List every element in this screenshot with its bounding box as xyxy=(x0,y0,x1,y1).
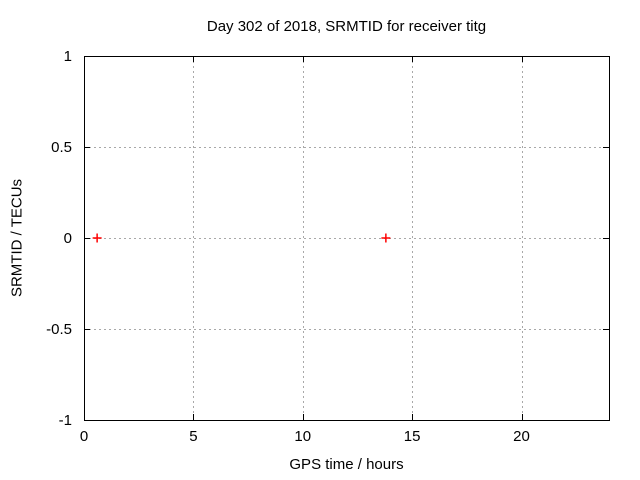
chart-title: Day 302 of 2018, SRMTID for receiver tit… xyxy=(206,18,487,35)
x-tick-label: 20 xyxy=(513,428,530,445)
y-tick-label: -1 xyxy=(59,412,72,429)
y-axis-label: SRMTID / TECUs xyxy=(8,178,26,298)
x-tick-label: 0 xyxy=(80,428,88,445)
y-tick-label: -0.5 xyxy=(46,321,72,338)
y-tick-label: 0.5 xyxy=(51,139,72,156)
x-tick-label: 15 xyxy=(404,428,421,445)
x-axis-label: GPS time / hours xyxy=(289,456,404,473)
x-tick-label: 5 xyxy=(189,428,197,445)
y-tick-label: 1 xyxy=(64,48,72,65)
x-tick-label: 10 xyxy=(294,428,311,445)
y-tick-label: 0 xyxy=(64,230,72,247)
